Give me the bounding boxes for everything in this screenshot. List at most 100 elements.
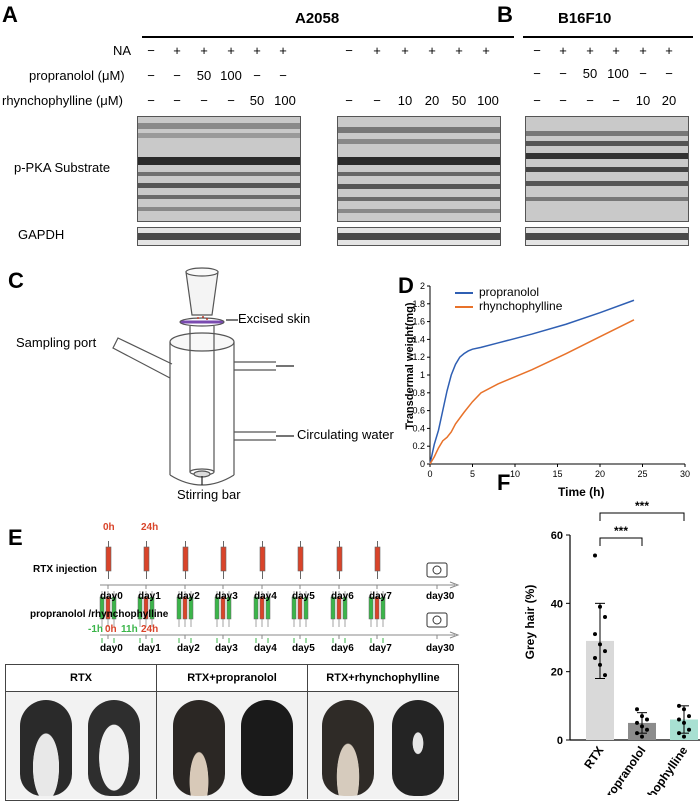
day-label: day7: [369, 591, 392, 602]
x-tick-label: RTX: [581, 744, 606, 772]
sym: +: [586, 43, 594, 58]
photo-header-rtx-rhynchophylline: RTX+rhynchophylline: [308, 665, 458, 692]
sym: +: [200, 43, 208, 58]
camera-body: [426, 612, 448, 628]
sym: −: [345, 93, 353, 108]
sym: −: [173, 93, 181, 108]
timeline-arrow: [449, 631, 460, 639]
treatment-timeline: [99, 541, 460, 643]
x-tick-label: 0: [427, 469, 432, 479]
syringe-rtx: [105, 546, 112, 572]
day-label: day6: [331, 643, 354, 654]
sym: 100: [607, 66, 629, 81]
x-tick-label: 25: [637, 469, 647, 479]
mouse-photo-grid: RTX RTX+propranolol RTX+rhynchophylline: [5, 664, 459, 801]
data-point: [598, 604, 602, 609]
data-point: [635, 731, 639, 736]
sym: −: [533, 93, 541, 108]
x-tick-label: propranolol: [599, 744, 649, 795]
sym: 20: [424, 93, 440, 108]
y-tick-label: 0.2: [412, 441, 425, 451]
photo-cell-rtx: [6, 692, 157, 799]
data-point: [682, 707, 686, 712]
title-b16f10: B16F10: [558, 10, 612, 27]
photo-cell-propranolol: [157, 692, 308, 799]
data-point: [593, 553, 597, 558]
day-label: day4: [254, 591, 277, 602]
label-0h: 0h: [103, 522, 115, 533]
data-point: [640, 714, 644, 719]
mouse-photo: [241, 700, 293, 796]
y-tick-label: 0: [557, 735, 563, 747]
data-point: [640, 724, 644, 729]
y-tick-label: 1.6: [412, 317, 425, 327]
label-treatment: propranolol /rhynchophylline: [30, 609, 169, 620]
syringe-rtx: [143, 546, 150, 572]
transdermal-line-chart: 00.20.40.60.811.21.41.61.820 5 10 15 20 25 30: [412, 281, 690, 479]
label-excised-skin: Excised skin: [238, 311, 311, 326]
data-point: [603, 615, 607, 619]
syringe-rtx: [259, 546, 266, 572]
y-tick-label: 1.4: [412, 334, 425, 344]
water-inlet: [234, 361, 276, 371]
day-label: day3: [215, 643, 238, 654]
day-label: day2: [177, 591, 200, 602]
label-11h: 11h: [121, 624, 138, 635]
sym: −: [559, 93, 567, 108]
sym: 50: [249, 93, 265, 108]
sym: −: [200, 93, 208, 108]
data-point: [635, 720, 639, 725]
sym: 20: [661, 93, 677, 108]
label-sampling-port: Sampling port: [16, 335, 97, 350]
photo-cell-rhynchophylline: [308, 692, 458, 799]
y-tick-label: 20: [551, 667, 563, 679]
y-tick-label: 0.6: [412, 406, 425, 416]
x-tick-label: 30: [680, 469, 690, 479]
syringe-rtx: [220, 546, 227, 572]
day-label: day6: [331, 591, 354, 602]
data-point: [598, 642, 602, 647]
syringe-rtx: [182, 546, 189, 572]
significance-label: ***: [635, 499, 649, 513]
legend-swatch-propranolol: [455, 292, 473, 294]
y-tick-label: 0.4: [412, 423, 425, 433]
label-0h-second: 0h: [105, 624, 117, 635]
y-tick-label: 60: [551, 530, 563, 542]
significance-bracket: [599, 537, 643, 546]
data-point: [687, 727, 691, 732]
label-p-pka-substrate: p-PKA Substrate: [14, 160, 111, 175]
sym: −: [147, 68, 155, 83]
sym: +: [612, 43, 620, 58]
panel-label-e: E: [8, 525, 23, 550]
day-label: day2: [177, 643, 200, 654]
data-point: [603, 673, 607, 678]
syringe-rtx: [297, 546, 304, 572]
label-24h: 24h: [141, 522, 159, 533]
significance-bracket: [599, 512, 685, 521]
data-point: [645, 727, 649, 732]
label-circulating-water: Circulating water: [297, 427, 394, 442]
b16f10-rule: [523, 36, 693, 38]
sym: +: [227, 43, 235, 58]
sym: +: [665, 43, 673, 58]
sym: −: [227, 93, 235, 108]
water-outlet: [234, 431, 276, 441]
y-tick-label: 1: [420, 370, 425, 380]
label-stirring-bar: Stirring bar: [177, 487, 241, 502]
row-label-rhynchophylline: rhynchophylline (μM): [2, 93, 123, 108]
data-point: [677, 703, 681, 708]
sym: +: [279, 43, 287, 58]
photo-header-rtx-propranolol: RTX+propranolol: [157, 665, 308, 692]
sym: −: [533, 66, 541, 81]
syringe-rtx: [374, 546, 381, 572]
data-point: [598, 662, 602, 667]
y-tick-label: 0: [420, 459, 425, 469]
sym: −: [373, 93, 381, 108]
sym: 50: [451, 93, 467, 108]
row-label-propranolol: propranolol (μM): [29, 68, 125, 83]
sym: +: [559, 43, 567, 58]
mouse-photo: [392, 700, 444, 796]
sampling-port-arm: [112, 337, 173, 379]
row-label-na: NA: [113, 43, 132, 58]
sym: +: [253, 43, 261, 58]
